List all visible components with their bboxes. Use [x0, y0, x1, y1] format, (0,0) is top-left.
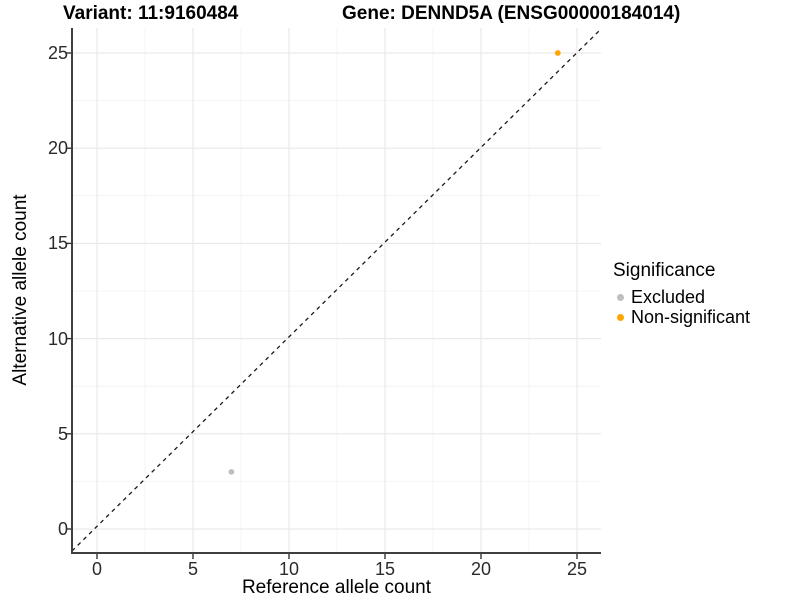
legend-label-excluded: Excluded	[631, 287, 706, 307]
y-tick-label-0: 0	[57, 519, 68, 539]
identity-line-dashed	[71, 28, 602, 552]
x-tick-label-15: 15	[374, 559, 396, 579]
y-tick-label-10: 10	[47, 328, 68, 349]
x-tick-label-10: 10	[278, 559, 300, 579]
y-axis-title: Alternative allele count	[10, 194, 31, 386]
x-tick-label-20: 20	[470, 559, 492, 579]
x-tick-label-5: 5	[187, 559, 198, 579]
y-tick-label-15: 15	[47, 233, 68, 254]
y-tick-label-25: 25	[47, 43, 68, 63]
legend-item-excluded: Excluded	[613, 287, 750, 307]
data-point-excluded	[228, 468, 235, 475]
x-axis-title: Reference allele count	[241, 577, 432, 598]
non-significant-dot-icon	[617, 314, 624, 321]
x-tick-label-25: 25	[566, 559, 588, 579]
legend-label-non-significant: Non-significant	[631, 307, 751, 327]
legend-item-non-significant: Non-significant	[613, 307, 751, 327]
y-tick-label-20: 20	[47, 138, 68, 159]
legend: Significance Excluded Non-significant	[613, 260, 750, 328]
plot-title-variant: Variant: 11:9160484	[63, 3, 239, 24]
data-point-non-significant	[554, 50, 561, 56]
x-tick-label-0: 0	[91, 559, 102, 579]
plot-title-gene: Gene: DENND5A (ENSG00000184014)	[342, 3, 681, 24]
y-tick-label-5: 5	[57, 423, 68, 444]
legend-title: Significance	[613, 260, 716, 281]
excluded-dot-icon	[617, 294, 624, 301]
